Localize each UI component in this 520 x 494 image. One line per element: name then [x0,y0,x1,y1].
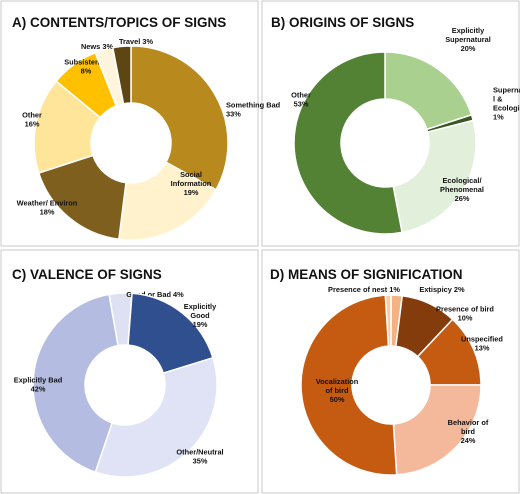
slice-label-1-3: Other 53% [291,91,311,109]
panel-c-title: C) VALENCE OF SIGNS [12,267,162,282]
slice-label-3-1: Presence of bird 10% [436,305,494,323]
slice-label-2-2: Other/Neutral 35% [176,448,223,466]
donut-signification: Extispicy 2% Presence of bird 10% Unspecifi… [300,285,503,476]
slice-label-0-4: Subsistence 8% [64,58,108,76]
slice-2-3 [32,293,119,474]
slice-label-1-2: Ecological/Phenomenal 26% [440,176,484,203]
panel-b-title: B) ORIGINS OF SIGNS [271,15,414,30]
panel-d-title: D) MEANS OF SIGNIFICATION [270,267,463,282]
slice-label-3-4: Vocalization of bird 50% [316,377,359,404]
slice-label-2-1: Explicitly Good 19% [184,302,217,329]
slice-label-0-5: News 3% [81,42,113,51]
slice-label-2-3: Explicitly Bad 42% [14,376,63,394]
slice-label-0-3: Other 16% [22,111,42,129]
slice-0-2 [37,154,127,241]
slice-label-1-0: Explicitly Supernatural 20% [445,26,491,53]
slice-label-0-1: Social Information 19% [171,170,212,197]
slice-3-3 [392,384,482,476]
slice-label-1-1: Supernatural &Ecological1% [493,86,520,122]
slice-label-3-2: Unspecified 13% [461,335,503,353]
donut-contents: Something Bad 33% Social Information 19% Weat… [17,37,281,241]
slice-label-3-5: Presence of nest 1% [328,285,400,294]
slice-label-0-0: Something Bad 33% [226,101,281,119]
slice-2-2 [94,356,218,478]
donut-valence: Good or Bad 4%Explicitly Good 19% Other/Neu… [14,290,224,478]
slice-0-6 [111,45,132,105]
slice-label-0-6: Travel 3% [119,37,154,46]
slice-label-3-3: Behavior of bird 24% [448,418,489,445]
slice-label-3-0: Extispicy 2% [419,285,465,294]
slice-0-1 [118,161,218,241]
slice-3-4 [300,294,398,476]
slice-0-0 [130,45,229,191]
panel-a-title: A) CONTENTS/TOPICS OF SIGNS [12,15,226,30]
slice-label-0-2: Weather/ Environ 18% [17,199,78,217]
slice-1-3 [293,51,403,235]
slice-1-2 [392,119,477,234]
slice-3-5 [384,294,392,347]
slice-label-2-0: Good or Bad 4% [126,290,184,299]
